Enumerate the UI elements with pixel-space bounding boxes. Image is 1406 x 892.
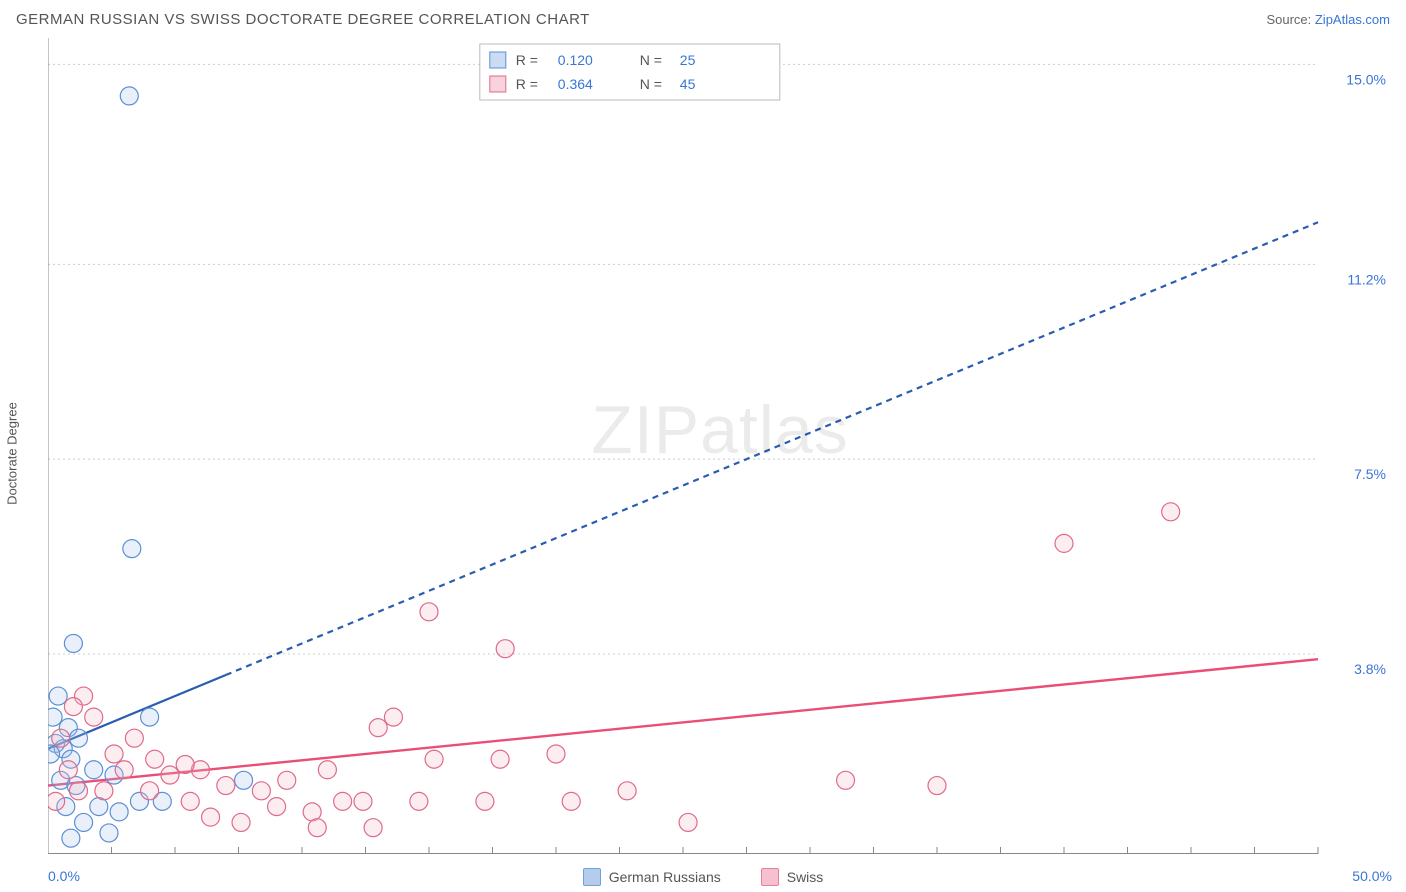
scatter-plot-svg: 3.8% 7.5% 11.2% 15.0% R = 0.120 N = 25 R = 0.3… [48, 38, 1392, 854]
series-legend: German Russians Swiss [0, 868, 1406, 886]
data-point [235, 771, 253, 789]
legend-label: German Russians [609, 869, 721, 885]
legend-label: Swiss [787, 869, 824, 885]
stats-r-label: R = [516, 52, 538, 68]
stats-n-value: 45 [680, 76, 696, 92]
correlation-chart: ZIPatlas 3.8%7.5%11.2%15.0%R = 0.120N = … [48, 38, 1392, 854]
source-attribution: Source: ZipAtlas.com [1266, 12, 1390, 27]
stats-r-value: 0.120 [558, 52, 593, 68]
data-point [202, 808, 220, 826]
source-link[interactable]: ZipAtlas.com [1315, 12, 1390, 27]
data-point [123, 540, 141, 558]
data-point [69, 729, 87, 747]
data-point [95, 782, 113, 800]
data-point [217, 777, 235, 795]
data-point [85, 761, 103, 779]
data-point [105, 745, 123, 763]
data-point [476, 792, 494, 810]
stats-n-label: N = [640, 52, 662, 68]
data-point [69, 782, 87, 800]
data-point [100, 824, 118, 842]
swiss-trendline [48, 659, 1318, 785]
data-point [410, 792, 428, 810]
data-point [232, 813, 250, 831]
data-point [491, 750, 509, 768]
stats-swatch [490, 52, 506, 68]
data-point [547, 745, 565, 763]
y-tick-label: 3.8% [1354, 661, 1386, 677]
data-point [59, 761, 77, 779]
data-point [384, 708, 402, 726]
data-point [64, 698, 82, 716]
data-point [679, 813, 697, 831]
y-tick-label: 15.0% [1346, 71, 1386, 87]
data-point [146, 750, 164, 768]
data-point [120, 87, 138, 105]
data-point [252, 782, 270, 800]
data-point [161, 766, 179, 784]
data-point [928, 777, 946, 795]
legend-item: German Russians [583, 868, 721, 886]
data-point [64, 634, 82, 652]
data-point [425, 750, 443, 768]
data-point [334, 792, 352, 810]
data-point [115, 761, 133, 779]
data-point [268, 798, 286, 816]
stats-r-value: 0.364 [558, 76, 593, 92]
data-point [618, 782, 636, 800]
stats-n-label: N = [640, 76, 662, 92]
data-point [369, 719, 387, 737]
legend-swatch [761, 868, 779, 886]
stats-r-label: R = [516, 76, 538, 92]
data-point [837, 771, 855, 789]
data-point [141, 708, 159, 726]
data-point [278, 771, 296, 789]
data-point [308, 819, 326, 837]
data-point [75, 813, 93, 831]
data-point [496, 640, 514, 658]
german_russians-trendline-extrapolated [226, 222, 1318, 675]
y-tick-label: 11.2% [1347, 271, 1386, 287]
data-point [141, 782, 159, 800]
data-point [85, 708, 103, 726]
stats-swatch [490, 76, 506, 92]
data-point [49, 687, 67, 705]
data-point [176, 756, 194, 774]
legend-swatch [583, 868, 601, 886]
data-point [354, 792, 372, 810]
page-title: GERMAN RUSSIAN VS SWISS DOCTORATE DEGREE… [16, 11, 590, 28]
data-point [181, 792, 199, 810]
data-point [1055, 534, 1073, 552]
data-point [562, 792, 580, 810]
data-point [110, 803, 128, 821]
data-point [48, 792, 65, 810]
data-point [420, 603, 438, 621]
data-point [52, 729, 70, 747]
data-point [125, 729, 143, 747]
data-point [364, 819, 382, 837]
y-axis-label: Doctorate Degree [5, 402, 20, 505]
y-tick-label: 7.5% [1354, 466, 1386, 482]
data-point [62, 829, 80, 847]
data-point [1162, 503, 1180, 521]
data-point [318, 761, 336, 779]
legend-item: Swiss [761, 868, 824, 886]
stats-n-value: 25 [680, 52, 696, 68]
